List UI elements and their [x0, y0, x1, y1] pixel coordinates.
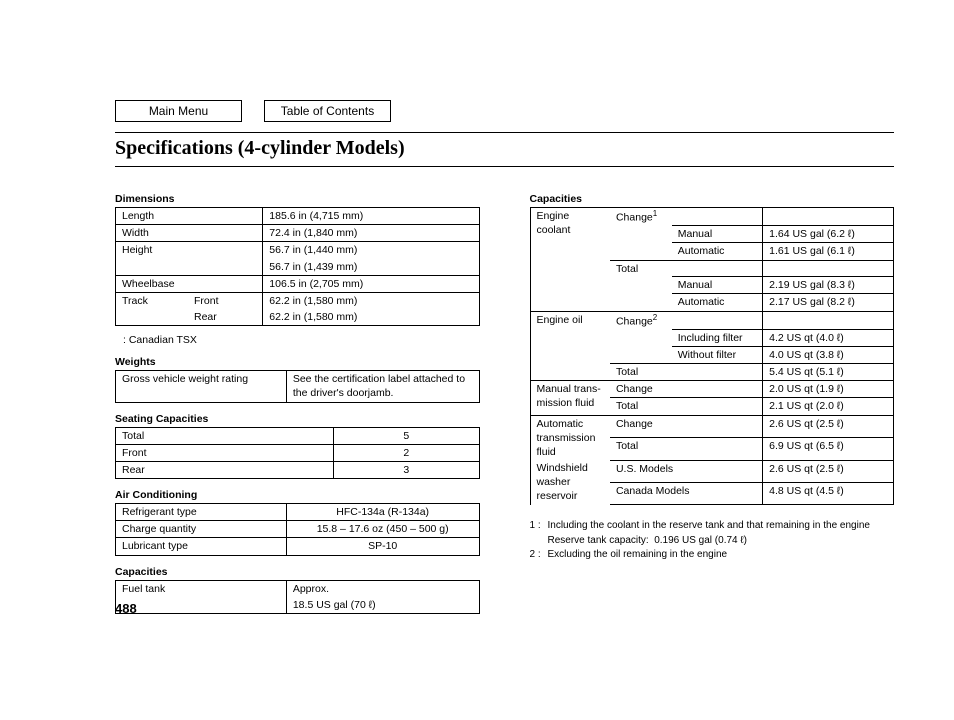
dim-track-front-label: Front — [188, 292, 263, 309]
oil-total-value: 5.4 US qt (5.1 ℓ) — [763, 364, 894, 381]
fuel-tank-value-a: Approx. — [286, 580, 479, 597]
oil-total-label: Total — [610, 364, 672, 381]
coolant-total-auto-value: 2.17 US gal (8.2 ℓ) — [763, 294, 894, 311]
footnote-2-text: Excluding the oil remaining in the engin… — [548, 548, 728, 563]
mt-total-label: Total — [610, 398, 672, 415]
seating-total-value: 5 — [334, 427, 479, 444]
weights-table: Gross vehicle weight rating See the cert… — [115, 370, 480, 402]
coolant-change-sup: 1 — [653, 209, 657, 218]
ac-charge-label: Charge quantity — [116, 521, 287, 538]
seating-rear-value: 3 — [334, 461, 479, 478]
dim-width-label: Width — [116, 225, 263, 242]
dimensions-header: Dimensions — [115, 193, 480, 205]
oil-incl-value: 4.2 US qt (4.0 ℓ) — [763, 329, 894, 346]
oil-label: Engine oil — [530, 311, 610, 381]
title-bar: Specifications (4-cylinder Models) — [115, 132, 894, 167]
page-title: Specifications (4-cylinder Models) — [115, 137, 894, 160]
fuel-tank-value-b: 18.5 US gal (70 ℓ) — [286, 597, 479, 614]
oil-excl-label: Without filter — [672, 346, 763, 363]
oil-incl-label: Including filter — [672, 329, 763, 346]
capacities-right-header: Capacities — [530, 193, 895, 205]
footnotes: 1 : Including the coolant in the reserve… — [530, 519, 895, 563]
coolant-total-manual-label: Manual — [672, 277, 763, 294]
seating-rear-label: Rear — [116, 461, 334, 478]
main-menu-button[interactable]: Main Menu — [115, 100, 242, 122]
nav-buttons: Main Menu Table of Contents — [115, 100, 894, 122]
toc-button[interactable]: Table of Contents — [264, 100, 391, 122]
ww-us-label: U.S. Models — [610, 460, 763, 482]
dim-length-label: Length — [116, 208, 263, 225]
ww-us-value: 2.6 US qt (2.5 ℓ) — [763, 460, 894, 482]
coolant-total-manual-value: 2.19 US gal (8.3 ℓ) — [763, 277, 894, 294]
oil-change-label: Change — [616, 315, 653, 327]
mt-total-value: 2.1 US qt (2.0 ℓ) — [763, 398, 894, 415]
ac-lubricant-value: SP-10 — [286, 538, 479, 555]
oil-excl-value: 4.0 US qt (3.8 ℓ) — [763, 346, 894, 363]
coolant-change-label: Change — [616, 212, 653, 224]
ww-label: Windshield washer reservoir — [530, 460, 610, 505]
footnote-1-num: 1 : — [530, 519, 548, 534]
ac-charge-value: 15.8 – 17.6 oz (450 – 500 g) — [286, 521, 479, 538]
footnote-1-sub: Reserve tank capacity: 0.196 US gal (0.7… — [548, 534, 895, 549]
right-column: Capacities Engine coolant Change1 Manual… — [530, 193, 895, 614]
dim-height-value-a: 56.7 in (1,440 mm) — [263, 242, 479, 259]
dimensions-table: Length 185.6 in (4,715 mm) Width 72.4 in… — [115, 207, 480, 326]
coolant-change-manual-value: 1.64 US gal (6.2 ℓ) — [763, 226, 894, 243]
capacities-left-table: Fuel tank Approx. 18.5 US gal (70 ℓ) — [115, 580, 480, 614]
weights-value: See the certification label attached to … — [286, 371, 479, 402]
ac-table: Refrigerant type HFC-134a (R-134a) Charg… — [115, 503, 480, 556]
seating-header: Seating Capacities — [115, 413, 480, 425]
dim-wheelbase-value: 106.5 in (2,705 mm) — [263, 275, 479, 292]
oil-change-sup: 2 — [653, 313, 657, 322]
ac-refrigerant-value: HFC-134a (R-134a) — [286, 504, 479, 521]
weights-header: Weights — [115, 356, 480, 368]
at-total-label: Total — [610, 438, 672, 461]
coolant-total-auto-label: Automatic — [672, 294, 763, 311]
seating-table: Total 5 Front 2 Rear 3 — [115, 427, 480, 480]
coolant-total-label: Total — [610, 260, 672, 277]
page-number: 488 — [115, 601, 137, 616]
dim-height-value-b: 56.7 in (1,439 mm) — [263, 259, 479, 276]
at-change-value: 2.6 US qt (2.5 ℓ) — [763, 415, 894, 438]
capacities-right-table: Engine coolant Change1 Manual 1.64 US ga… — [530, 207, 895, 505]
at-total-value: 6.9 US qt (6.5 ℓ) — [763, 438, 894, 461]
seating-total-label: Total — [116, 427, 334, 444]
footnote-2-num: 2 : — [530, 548, 548, 563]
dim-track-rear-label: Rear — [188, 309, 263, 326]
at-label: Automatic transmission fluid — [530, 415, 610, 460]
dim-wheelbase-label: Wheelbase — [116, 275, 263, 292]
ac-refrigerant-label: Refrigerant type — [116, 504, 287, 521]
capacities-left-header: Capacities — [115, 566, 480, 578]
dim-length-value: 185.6 in (4,715 mm) — [263, 208, 479, 225]
footnote-1-text: Including the coolant in the reserve tan… — [548, 519, 870, 534]
dim-track-rear-value: 62.2 in (1,580 mm) — [263, 309, 479, 326]
dim-track-label: Track — [116, 292, 189, 309]
mt-label: Manual trans- mission fluid — [530, 381, 610, 415]
coolant-change-manual-label: Manual — [672, 226, 763, 243]
mt-change-label: Change — [610, 381, 672, 398]
ww-ca-label: Canada Models — [610, 482, 763, 504]
ac-header: Air Conditioning — [115, 489, 480, 501]
coolant-label: Engine coolant — [530, 208, 610, 312]
ac-lubricant-label: Lubricant type — [116, 538, 287, 555]
seating-front-label: Front — [116, 444, 334, 461]
dim-track-front-value: 62.2 in (1,580 mm) — [263, 292, 479, 309]
left-column: Dimensions Length 185.6 in (4,715 mm) Wi… — [115, 193, 480, 614]
fuel-tank-label: Fuel tank — [116, 580, 287, 597]
coolant-change-auto-label: Automatic — [672, 243, 763, 260]
mt-change-value: 2.0 US qt (1.9 ℓ) — [763, 381, 894, 398]
ww-ca-value: 4.8 US qt (4.5 ℓ) — [763, 482, 894, 504]
dimensions-footnote: : Canadian TSX — [123, 334, 480, 346]
dim-height-label: Height — [116, 242, 263, 259]
coolant-change-auto-value: 1.61 US gal (6.1 ℓ) — [763, 243, 894, 260]
at-change-label: Change — [610, 415, 672, 438]
weights-label: Gross vehicle weight rating — [116, 371, 287, 402]
seating-front-value: 2 — [334, 444, 479, 461]
dim-width-value: 72.4 in (1,840 mm) — [263, 225, 479, 242]
